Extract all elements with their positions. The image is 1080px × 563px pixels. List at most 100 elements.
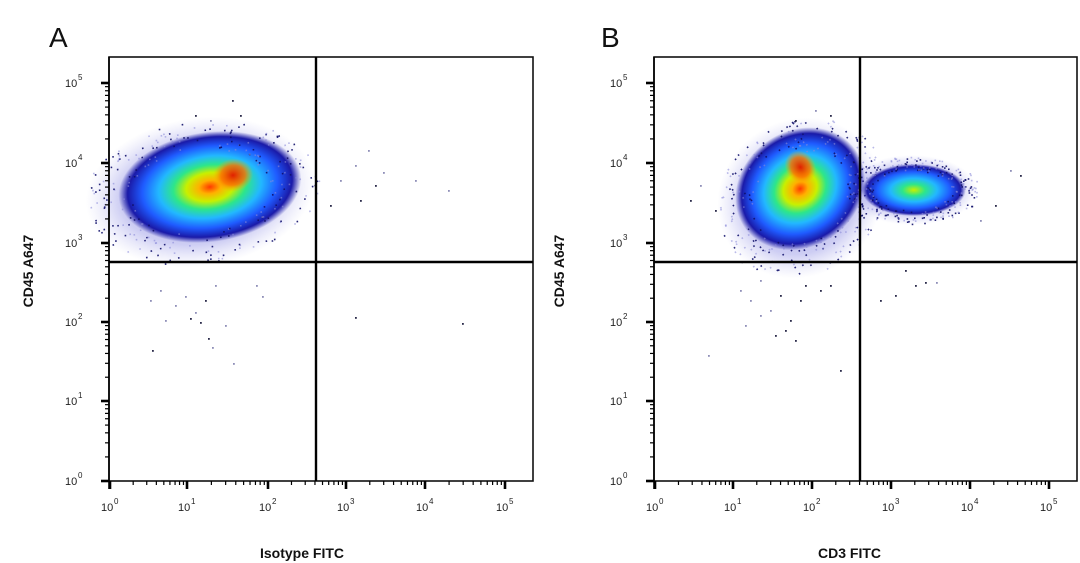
x-tick-label: 10: [178, 502, 190, 514]
plot-frame: [108, 56, 534, 482]
event-dot: [256, 285, 258, 287]
event-dot: [210, 120, 212, 122]
event-dot: [415, 180, 417, 182]
event-dot: [368, 150, 370, 152]
x-tick-label: 10: [961, 502, 973, 514]
x-tick-label: 10: [724, 502, 736, 514]
svg-text:1: 1: [191, 497, 196, 506]
y-tick-label: 10: [610, 476, 622, 488]
event-dot: [740, 290, 742, 292]
svg-text:5: 5: [78, 73, 83, 82]
event-dot: [820, 290, 822, 292]
event-dot: [700, 185, 702, 187]
event-dot: [262, 296, 264, 298]
event-dot: [225, 325, 227, 327]
event-dot: [233, 363, 235, 365]
event-dot: [760, 280, 762, 282]
event-dot: [830, 115, 832, 117]
svg-text:2: 2: [816, 497, 821, 506]
event-dot: [795, 340, 797, 342]
svg-text:0: 0: [114, 497, 119, 506]
event-dot: [200, 322, 202, 324]
y-tick-label: 10: [65, 396, 77, 408]
event-dot: [745, 325, 747, 327]
svg-text:2: 2: [623, 312, 628, 321]
y-tick-label: 10: [610, 158, 622, 170]
y-tick-label: 10: [65, 158, 77, 170]
event-dot: [185, 296, 187, 298]
svg-text:3: 3: [78, 233, 83, 242]
svg-text:1: 1: [78, 391, 83, 400]
event-dot: [895, 295, 897, 297]
event-dot: [790, 320, 792, 322]
event-dot: [205, 300, 207, 302]
event-dot: [780, 295, 782, 297]
y-tick-label: 10: [610, 317, 622, 329]
event-dot: [708, 355, 710, 357]
svg-text:0: 0: [659, 497, 664, 506]
event-dot: [1020, 175, 1022, 177]
event-dot: [770, 310, 772, 312]
svg-text:1: 1: [623, 391, 628, 400]
population-cloud: [717, 117, 883, 279]
svg-text:4: 4: [429, 497, 434, 506]
y-tick-label: 10: [65, 317, 77, 329]
svg-text:5: 5: [1053, 497, 1058, 506]
event-dot: [175, 305, 177, 307]
event-dot: [980, 220, 982, 222]
event-dot: [355, 317, 357, 319]
event-dot: [760, 315, 762, 317]
event-dot: [715, 210, 717, 212]
event-dot: [880, 300, 882, 302]
event-dot: [195, 115, 197, 117]
event-dot: [165, 320, 167, 322]
svg-text:2: 2: [272, 497, 277, 506]
event-dot: [915, 285, 917, 287]
event-dot: [190, 318, 192, 320]
svg-text:4: 4: [78, 153, 83, 162]
svg-text:3: 3: [895, 497, 900, 506]
event-dot: [800, 300, 802, 302]
population-cloud: [85, 116, 321, 268]
event-dot: [215, 285, 217, 287]
event-dot: [795, 120, 797, 122]
event-dot: [360, 200, 362, 202]
event-dot: [750, 300, 752, 302]
event-dot: [208, 338, 210, 340]
event-dot: [195, 312, 197, 314]
x-tick-label: 10: [803, 502, 815, 514]
event-dot: [905, 270, 907, 272]
event-dot: [340, 180, 342, 182]
x-tick-label: 10: [416, 502, 428, 514]
event-dot: [775, 335, 777, 337]
event-dot: [785, 330, 787, 332]
x-tick-label: 10: [337, 502, 349, 514]
svg-text:1: 1: [737, 497, 742, 506]
x-tick-label: 10: [1040, 502, 1052, 514]
event-dot: [448, 190, 450, 192]
y-tick-label: 10: [65, 476, 77, 488]
y-tick-label: 10: [610, 238, 622, 250]
svg-text:5: 5: [509, 497, 514, 506]
event-dot: [936, 282, 938, 284]
y-tick-label: 10: [65, 78, 77, 90]
y-tick-label: 10: [610, 396, 622, 408]
event-dot: [383, 172, 385, 174]
svg-text:4: 4: [623, 153, 628, 162]
event-dot: [1010, 170, 1012, 172]
x-tick-label: 10: [882, 502, 894, 514]
svg-text:0: 0: [623, 471, 628, 480]
svg-text:3: 3: [623, 233, 628, 242]
event-dot: [815, 110, 817, 112]
svg-text:3: 3: [350, 497, 355, 506]
event-dot: [232, 100, 234, 102]
y-tick-label: 10: [610, 78, 622, 90]
panel-b-x-axis-label: CD3 FITC: [818, 545, 881, 561]
panel-a-x-axis-label: Isotype FITC: [260, 545, 345, 561]
population-cloud: [846, 154, 978, 226]
event-dot: [160, 290, 162, 292]
event-dot: [830, 285, 832, 287]
